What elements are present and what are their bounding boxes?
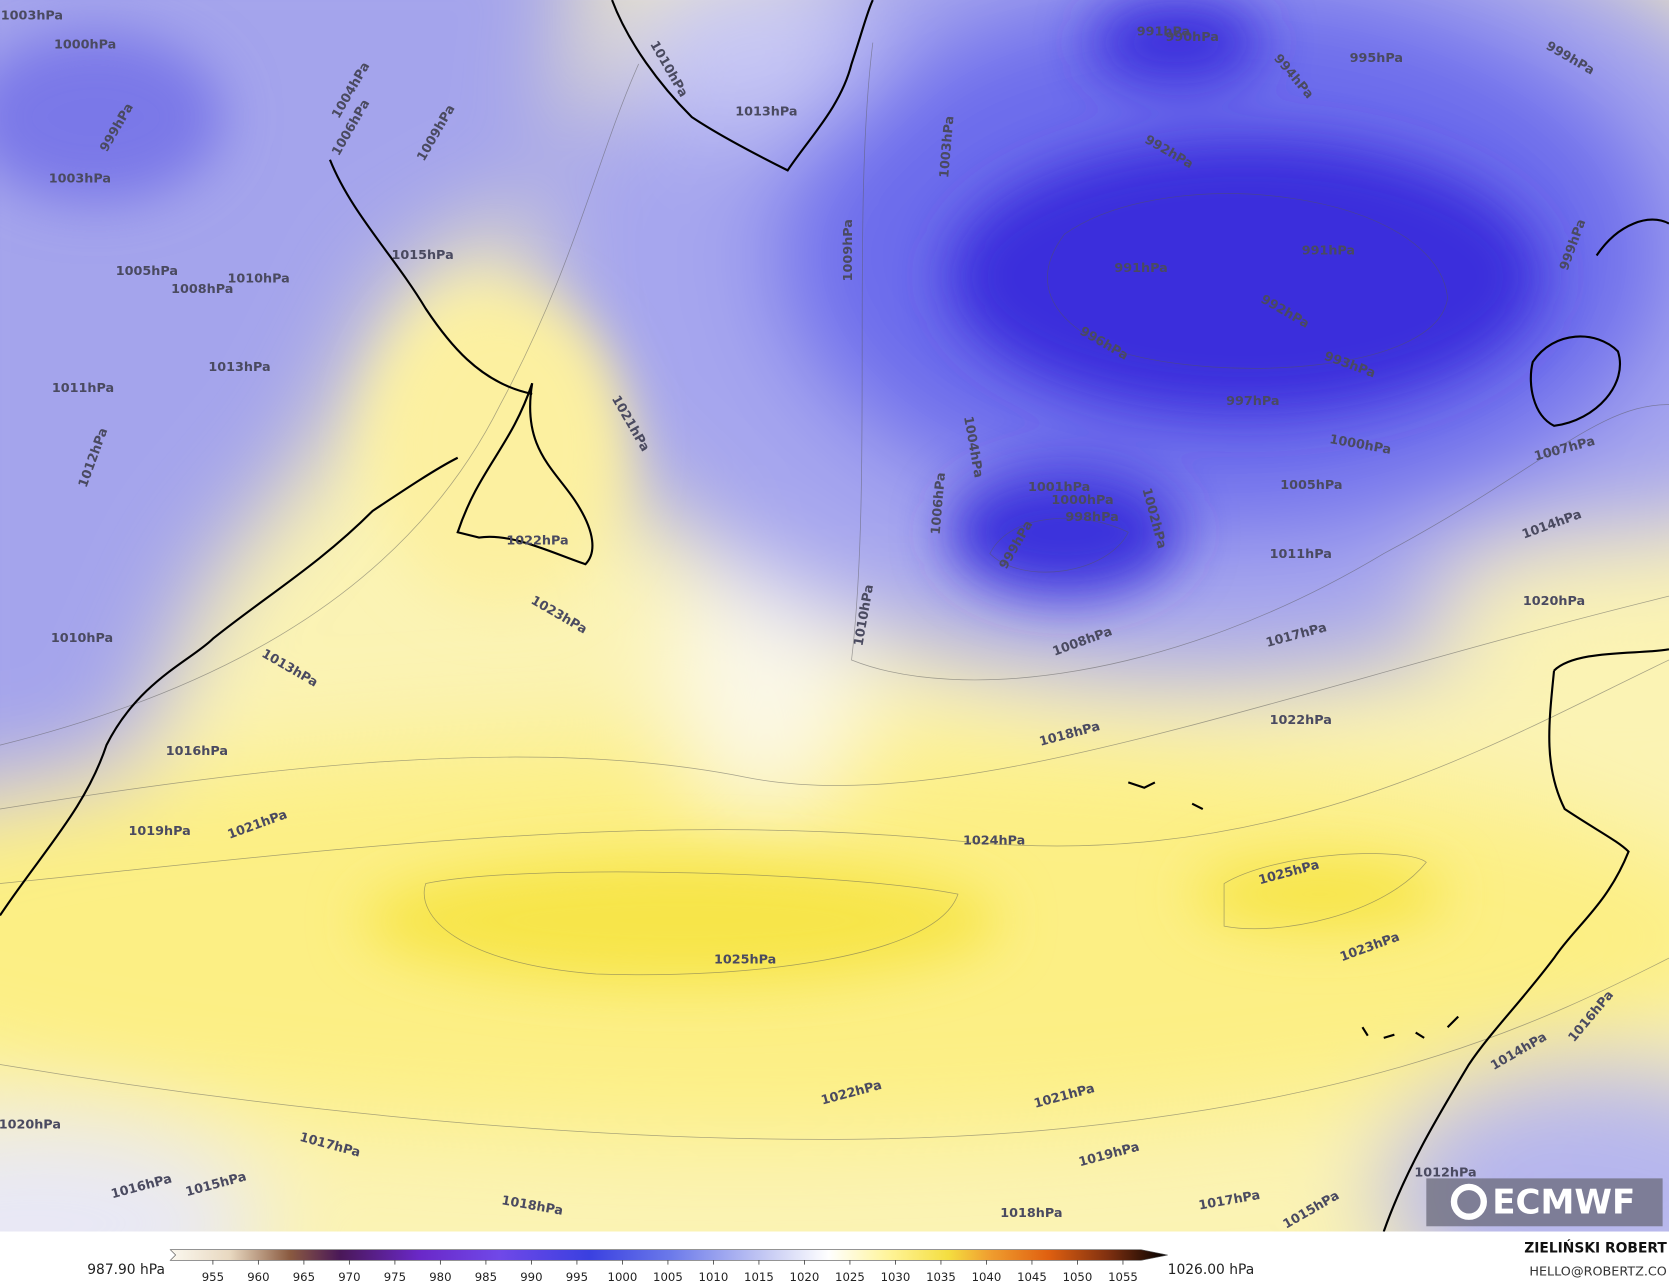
- contour-label: 991hPa: [1302, 244, 1355, 259]
- contour-label: 1006hPa: [929, 472, 949, 535]
- contour-label: 1003hPa: [937, 115, 957, 178]
- colorbar-tick-label: 1040: [972, 1270, 1002, 1284]
- logo-text: ECMWF: [1492, 1182, 1635, 1222]
- contour-label: 1022hPa: [506, 533, 568, 548]
- colorbar-tick-label: 990: [520, 1270, 542, 1284]
- colorbar-tick-label: 1005: [653, 1270, 683, 1284]
- contour-label: 991hPa: [1114, 261, 1167, 276]
- contour-label: 1000hPa: [54, 37, 116, 52]
- contour-label: 991hPa: [1137, 24, 1190, 39]
- colorbar-tick-label: 1010: [699, 1270, 729, 1284]
- contour-label: 1008hPa: [171, 282, 233, 297]
- colorbar-tick-label: 965: [293, 1270, 315, 1284]
- colorbar-tick-label: 1025: [835, 1270, 865, 1284]
- author: ZIELIŃSKI ROBERT: [1524, 1239, 1667, 1257]
- colorbar-tick-label: 970: [338, 1270, 360, 1284]
- email: HELLO@ROBERTZ.CO: [1529, 1265, 1667, 1280]
- colorbar-tick-label: 1050: [1063, 1270, 1093, 1284]
- min-label: 987.90 hPa: [87, 1262, 165, 1278]
- isobars: [0, 42, 1669, 1140]
- colorbar-tick-label: 960: [247, 1270, 269, 1284]
- contour-label: 1020hPa: [1523, 594, 1585, 609]
- colorbar-ticks: 955 960 965 970 975 980 985 990 995 1000 1005 1010 1…: [202, 1260, 1138, 1284]
- contour-label: 1009hPa: [841, 219, 856, 281]
- contour-label: 1018hPa: [1000, 1206, 1062, 1221]
- contour-label: 1015hPa: [391, 248, 453, 263]
- max-label: 1026.00 hPa: [1168, 1262, 1255, 1278]
- contour-label: 1013hPa: [735, 104, 797, 119]
- contour-label: 1012hPa: [1414, 1166, 1476, 1181]
- contour-label: 1025hPa: [714, 953, 776, 968]
- contour-label: 1000hPa: [1051, 493, 1113, 508]
- contour-label: 1010hPa: [228, 271, 290, 286]
- colorbar-tick-label: 1030: [881, 1270, 911, 1284]
- colorbar-tick-label: 980: [429, 1270, 451, 1284]
- coastlines: [0, 0, 1669, 1232]
- contour-label: 1020hPa: [0, 1118, 61, 1133]
- contour-label: 1005hPa: [116, 264, 178, 279]
- contour-label: 1022hPa: [1270, 713, 1332, 728]
- contour-label: 1024hPa: [963, 833, 1025, 848]
- contour-label: 1011hPa: [1270, 547, 1332, 562]
- colorbar-tick-label: 1020: [790, 1270, 820, 1284]
- contour-label: 1003hPa: [49, 171, 111, 186]
- colorbar-tick-label: 1035: [926, 1270, 956, 1284]
- colorbar-tick-label: 955: [202, 1270, 224, 1284]
- colorbar-tick-label: 985: [475, 1270, 497, 1284]
- colorbar-tick-label: 1045: [1017, 1270, 1047, 1284]
- colorbar-tick-label: 1055: [1108, 1270, 1138, 1284]
- colorbar-tick-label: 975: [384, 1270, 406, 1284]
- contour-label: 1010hPa: [51, 631, 113, 646]
- contour-label: 1019hPa: [129, 824, 191, 839]
- contour-label: 1016hPa: [166, 744, 228, 759]
- contour-label: 990hPa: [1165, 30, 1218, 45]
- contour-label: 1005hPa: [1280, 478, 1342, 493]
- colorbar-tick-label: 1015: [744, 1270, 774, 1284]
- contour-label: 1013hPa: [208, 360, 270, 375]
- colorbar: [169, 1249, 1168, 1261]
- colorbar-tick-label: 995: [566, 1270, 588, 1284]
- logo: ECMWF: [1426, 1178, 1663, 1227]
- contour-label: 1011hPa: [52, 381, 114, 396]
- contour-label: 998hPa: [1065, 510, 1118, 525]
- contour-label: 1003hPa: [1, 9, 63, 24]
- contour-label: 995hPa: [1350, 51, 1403, 66]
- contour-label: 1001hPa: [1028, 480, 1090, 495]
- contour-label: 997hPa: [1226, 394, 1279, 409]
- logo-icon: [1450, 1183, 1487, 1220]
- colorbar-tick-label: 1000: [608, 1270, 638, 1284]
